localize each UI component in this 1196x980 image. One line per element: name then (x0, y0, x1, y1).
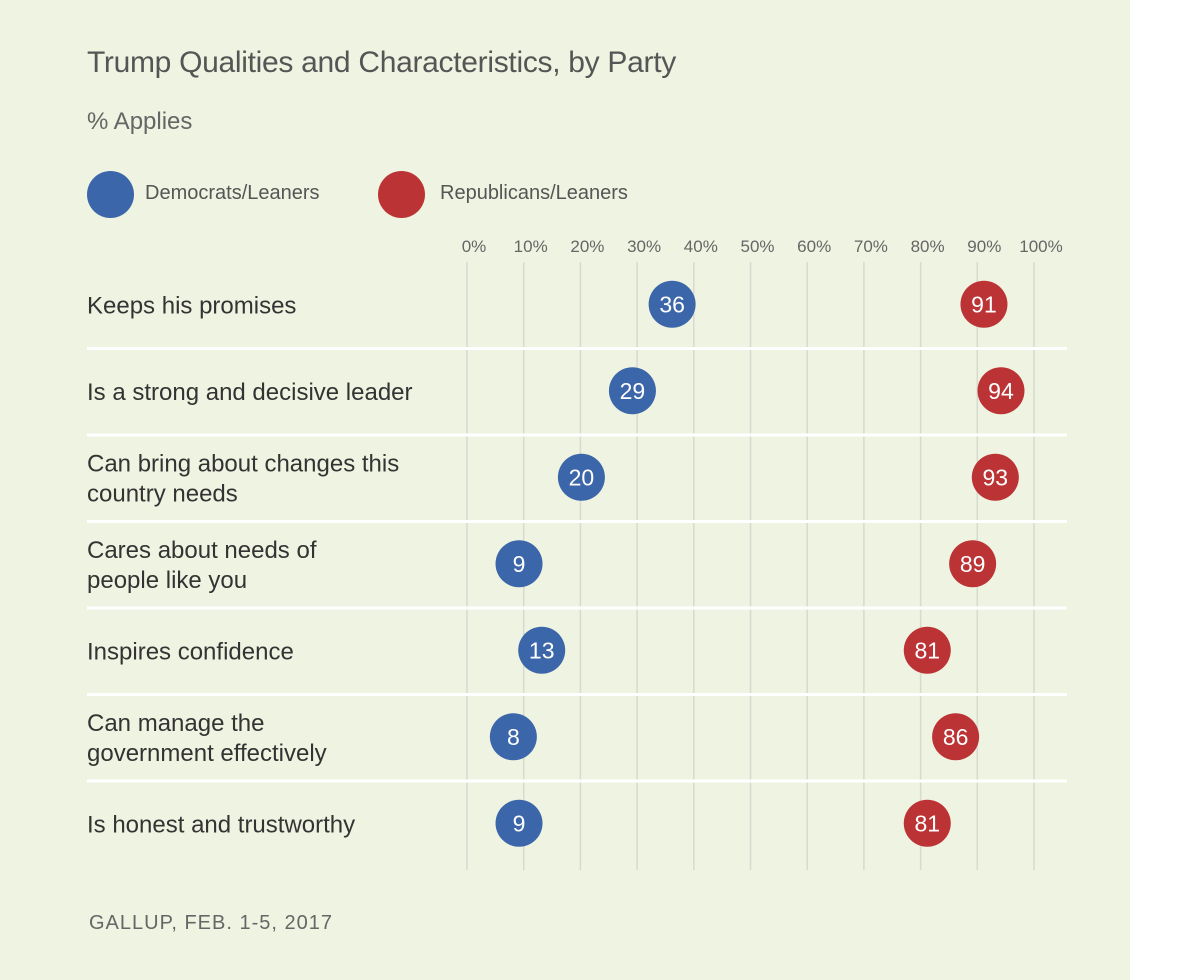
category-label: people like you (87, 567, 247, 594)
x-tick-label: 10% (514, 237, 548, 256)
democrats-point (489, 713, 537, 761)
democrats-point (518, 626, 566, 674)
republicans-point (949, 540, 997, 588)
category-label: government effectively (87, 740, 327, 767)
republicans-point (960, 280, 1008, 328)
category-label: country needs (87, 480, 238, 507)
democrats-value-label: 36 (659, 291, 685, 317)
democrats-point (495, 540, 543, 588)
category-label: Cares about needs of (87, 537, 317, 564)
chart-panel: Trump Qualities and Characteristics, by … (0, 0, 1130, 980)
republicans-value-label: 86 (943, 724, 969, 750)
legend-republicans-marker (378, 171, 425, 218)
republicans-point (932, 713, 980, 761)
democrats-value-label: 20 (569, 464, 595, 490)
x-tick-label: 20% (570, 237, 604, 256)
democrats-value-label: 9 (513, 551, 526, 577)
category-label: Is honest and trustworthy (87, 811, 355, 838)
democrats-point (557, 453, 605, 501)
republicans-value-label: 94 (988, 378, 1014, 404)
chart-title: Trump Qualities and Characteristics, by … (87, 46, 676, 79)
republicans-value-label: 91 (971, 291, 997, 317)
x-tick-label: 100% (1019, 237, 1062, 256)
democrats-value-label: 29 (620, 378, 646, 404)
democrats-value-label: 9 (513, 810, 526, 836)
republicans-value-label: 93 (983, 464, 1009, 490)
category-label: Is a strong and decisive leader (87, 379, 413, 406)
democrats-point (648, 280, 696, 328)
legend-republicans-label: Republicans/Leaners (440, 182, 628, 204)
category-label: Can manage the (87, 710, 264, 737)
x-tick-label: 0% (462, 237, 487, 256)
republicans-value-label: 81 (914, 810, 940, 836)
x-tick-label: 60% (797, 237, 831, 256)
x-tick-label: 70% (854, 237, 888, 256)
x-tick-label: 50% (740, 237, 774, 256)
category-label: Can bring about changes this (87, 450, 399, 477)
category-label: Keeps his promises (87, 292, 296, 319)
democrats-point (608, 367, 656, 415)
republicans-point (903, 799, 951, 847)
legend-democrats-marker (87, 171, 134, 218)
x-tick-label: 30% (627, 237, 661, 256)
democrats-point (495, 799, 543, 847)
x-tick-label: 80% (911, 237, 945, 256)
republicans-point (977, 367, 1025, 415)
republicans-value-label: 81 (914, 637, 940, 663)
legend-democrats-label: Democrats/Leaners (145, 182, 320, 204)
x-tick-label: 40% (684, 237, 718, 256)
category-label: Inspires confidence (87, 638, 294, 665)
republicans-point (971, 453, 1019, 501)
democrats-value-label: 8 (507, 724, 520, 750)
x-tick-label: 90% (967, 237, 1001, 256)
chart-subtitle: % Applies (87, 108, 193, 135)
republicans-value-label: 89 (960, 551, 986, 577)
democrats-value-label: 13 (529, 637, 555, 663)
chart-plot: 0% 10% 20% 30% 40% 50% 60% 70% 80% 90% 100% Keeps h… (87, 237, 1067, 870)
republicans-point (903, 626, 951, 674)
source-note: GALLUP, FEB. 1-5, 2017 (89, 912, 333, 934)
